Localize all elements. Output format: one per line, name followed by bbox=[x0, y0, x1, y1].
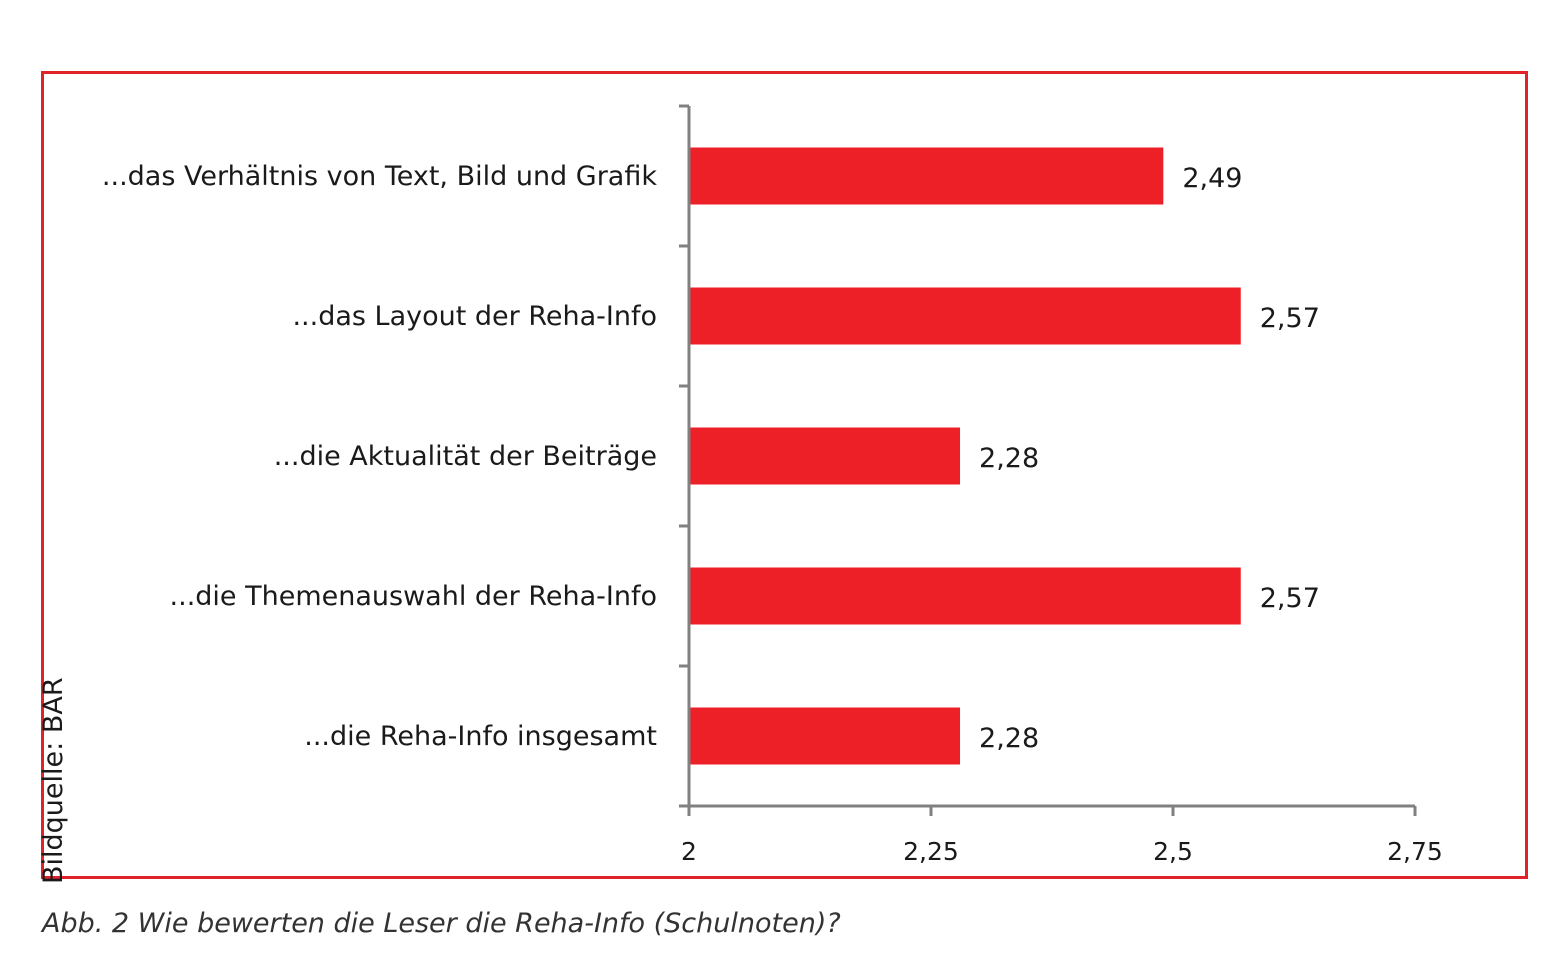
labels-layer: ...das Verhältnis von Text, Bild und Gra… bbox=[102, 161, 1443, 866]
bar-1 bbox=[690, 147, 1164, 205]
value-label-4: 2,57 bbox=[1260, 583, 1320, 614]
bars-layer bbox=[690, 147, 1241, 765]
value-label-1: 2,49 bbox=[1182, 163, 1242, 194]
category-label-5: ...die Reha-Info insgesamt bbox=[304, 721, 657, 752]
x-tick-label-1: 2 bbox=[681, 837, 697, 866]
x-tick-label-2: 2,25 bbox=[903, 837, 959, 866]
bar-3 bbox=[690, 427, 961, 485]
value-label-3: 2,28 bbox=[979, 443, 1039, 474]
image-source-credit: Bildquelle: BAR bbox=[38, 677, 69, 884]
value-label-2: 2,57 bbox=[1260, 303, 1320, 334]
value-label-5: 2,28 bbox=[979, 723, 1039, 754]
axis-layer bbox=[679, 104, 1417, 816]
x-tick-label-4: 2,75 bbox=[1387, 837, 1443, 866]
bar-5 bbox=[690, 707, 961, 765]
bar-2 bbox=[690, 287, 1241, 345]
figure-caption: Abb. 2 Wie bewerten die Leser die Reha-I… bbox=[42, 908, 841, 939]
bar-4 bbox=[690, 567, 1241, 625]
x-tick-label-3: 2,5 bbox=[1153, 837, 1193, 866]
category-label-1: ...das Verhältnis von Text, Bild und Gra… bbox=[102, 161, 657, 192]
category-label-2: ...das Layout der Reha-Info bbox=[292, 301, 657, 332]
category-label-4: ...die Themenauswahl der Reha-Info bbox=[170, 581, 657, 612]
chart-frame bbox=[41, 71, 1528, 879]
category-label-3: ...die Aktualität der Beiträge bbox=[274, 441, 657, 472]
